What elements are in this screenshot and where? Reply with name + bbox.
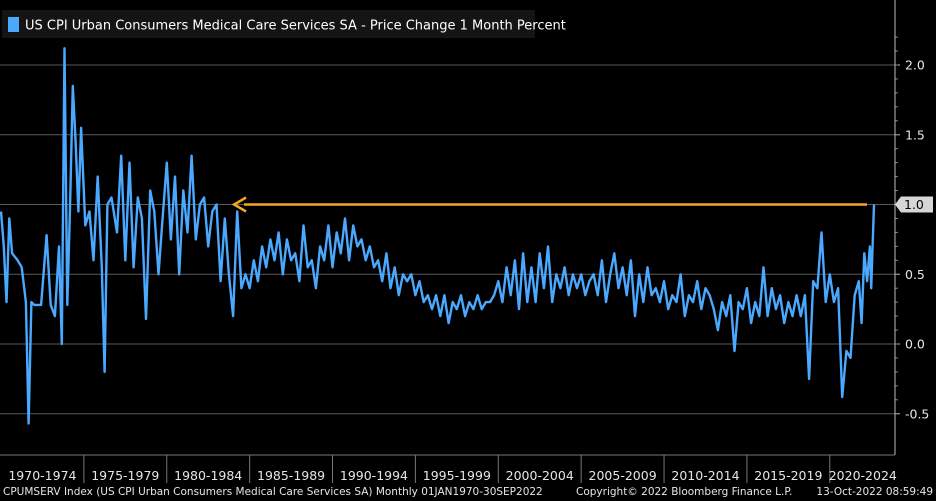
y-tick-label: 1.5 [905,127,925,142]
y-tick-label: 2.0 [905,58,925,73]
x-tick-label: 2000-2004 [506,468,574,483]
x-tick-label: 2020-2024 [829,468,897,483]
x-tick-label: 1975-1979 [91,468,159,483]
legend: US CPI Urban Consumers Medical Care Serv… [2,10,566,38]
annotation-layer [231,196,867,213]
footer-source: CPUMSERV Index (US CPI Urban Consumers M… [3,486,543,498]
x-tick-label: 2010-2014 [671,468,739,483]
y-axis: -0.5 0.0 0.5 1.5 2.0 1.0 [894,0,933,455]
x-tick-label: 1995-1999 [423,468,491,483]
last-value-badge [895,196,933,213]
x-tick-label: 1985-1989 [257,468,325,483]
y-tick-label: 0.5 [905,267,925,282]
legend-background [2,10,535,38]
x-tick-label: 1970-1974 [8,468,76,483]
x-tick-label: 2005-2009 [589,468,657,483]
x-axis: 1970-1974 1975-1979 1980-1984 1985-1989 1990… [0,454,897,483]
x-tick-label: 2015-2019 [754,468,822,483]
x-tick-label: 1980-1984 [174,468,242,483]
last-value-label: 1.0 [904,197,924,212]
y-tick-label: 0.0 [905,337,925,352]
legend-label: US CPI Urban Consumers Medical Care Serv… [25,19,566,34]
footer-bar: CPUMSERV Index (US CPI Urban Consumers M… [0,484,936,501]
y-tick-label: -0.5 [905,406,929,421]
x-tick-label: 1990-1994 [340,468,408,483]
series-layer [0,47,876,425]
legend-swatch [8,17,19,32]
series-line [0,47,876,425]
footer-timestamp: 13-Oct-2022 08:59:49 [816,486,933,498]
footer-copyright: Copyright© 2022 Bloomberg Finance L.P. [576,486,793,498]
arrow-head [231,196,247,213]
